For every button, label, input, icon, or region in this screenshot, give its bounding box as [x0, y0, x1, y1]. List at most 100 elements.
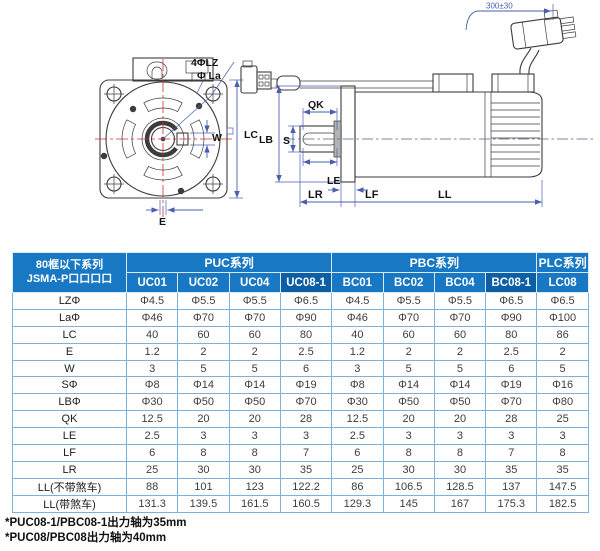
front-w-dimension: W [190, 120, 222, 158]
spec-value-cell: 128.5 [433, 477, 487, 496]
spec-value-cell: Φ4.5 [331, 292, 384, 310]
spec-value-cell: 122.2 [279, 477, 333, 496]
table-row: LF 6 8 8 7 6 8 8 7 8 [12, 444, 589, 462]
spec-value-cell: 8 [177, 444, 230, 462]
spec-value-cell: 101 [177, 477, 230, 496]
front-e-dimension: E [146, 200, 203, 228]
spec-value-cell: 161.5 [228, 494, 281, 513]
spec-value-cell: Φ70 [279, 393, 333, 412]
spec-value-cell: 175.3 [485, 494, 538, 513]
spec-value-cell: 5 [382, 359, 435, 378]
side-lr-label: LR [308, 189, 323, 201]
spec-value-cell: Φ90 [279, 308, 333, 327]
side-ll-label: LL [438, 189, 452, 201]
spec-value-cell: Φ14 [228, 376, 281, 395]
front-lc-label: LC [244, 129, 258, 141]
row-label: W [12, 359, 127, 378]
spec-value-cell: 139.5 [177, 494, 230, 513]
model-header-uc04: UC04 [228, 272, 281, 293]
row-label: LL(带煞车) [12, 494, 127, 513]
spec-value-cell: 30 [382, 460, 435, 479]
row-label: LL(不带煞车) [12, 477, 127, 496]
spec-value-cell: Φ70 [228, 308, 281, 327]
row-label: E [12, 342, 127, 361]
bolt-hole-icon [104, 84, 223, 194]
spec-value-cell: 8 [536, 444, 589, 462]
spec-value-cell: Φ30 [125, 393, 179, 412]
spec-value-cell: Φ50 [382, 393, 435, 412]
spec-value-cell: 182.5 [536, 494, 589, 513]
series-title-header: 80框以下系列 JSMA-P口口口口 [12, 252, 127, 293]
spec-value-cell: 2.5 [331, 427, 384, 446]
spec-value-cell: 35 [485, 460, 538, 479]
spec-value-cell: 129.3 [331, 494, 384, 513]
spec-value-cell: 147.5 [536, 477, 589, 496]
spec-table: 80框以下系列 JSMA-P口口口口 PUC系列 PBC系列 PLC系列 UC0… [12, 252, 589, 513]
side-lf-label: LF [365, 189, 379, 201]
spec-value-cell: Φ50 [433, 393, 487, 412]
spec-value-cell: 3 [228, 427, 281, 446]
row-label: LE [12, 427, 127, 446]
row-label: LZΦ [12, 292, 127, 310]
table-row: LE 2.5 3 3 3 2.5 3 3 3 3 [12, 427, 589, 446]
spec-value-cell: 5 [177, 359, 230, 378]
side-qk-dimension: QK [302, 99, 338, 130]
spec-value-cell: Φ14 [177, 376, 230, 395]
spec-value-cell: 12.5 [125, 410, 179, 429]
spec-value-cell: Φ6.5 [279, 292, 333, 310]
spec-value-cell: Φ30 [331, 393, 384, 412]
spec-value-cell: 20 [382, 410, 435, 429]
side-lb-dimension: LB [259, 85, 341, 183]
spec-value-cell: 6 [125, 444, 179, 462]
spec-value-cell: 2 [177, 342, 230, 361]
spec-value-cell: 3 [485, 427, 538, 446]
side-qk-label: QK [308, 99, 324, 111]
series-title-line2: JSMA-P口口口口 [26, 272, 113, 285]
front-e-label: E [159, 216, 166, 228]
spec-value-cell: Φ50 [177, 393, 230, 412]
group-header-puc: PUC系列 [125, 252, 333, 273]
spec-value-cell: Φ16 [536, 376, 589, 395]
spec-value-cell: 88 [125, 477, 179, 496]
spec-value-cell: Φ46 [331, 308, 384, 327]
table-row: SΦ Φ8 Φ14 Φ14 Φ19 Φ8 Φ14 Φ14 Φ19 Φ16 [12, 376, 589, 395]
side-le-label: LE [327, 175, 340, 187]
spec-value-cell: 20 [433, 410, 487, 429]
spec-value-cell: Φ14 [433, 376, 487, 395]
spec-value-cell: Φ4.5 [125, 292, 179, 310]
spec-value-cell: 7 [485, 444, 538, 462]
spec-value-cell: Φ8 [331, 376, 384, 395]
footnote-1: *PUC08-1/PBC08-1出力轴为35mm [5, 517, 187, 529]
side-lb-label: LB [259, 134, 273, 146]
row-label: LR [12, 460, 127, 479]
power-connector [510, 9, 577, 50]
side-view-diagram: QK S LB [240, 2, 596, 207]
spec-value-cell: 60 [382, 325, 435, 344]
spec-value-cell: Φ8 [125, 376, 179, 395]
spec-value-cell: 8 [228, 444, 281, 462]
spec-value-cell: 20 [177, 410, 230, 429]
spec-value-cell: 1.2 [331, 342, 384, 361]
spec-value-cell: 8 [382, 444, 435, 462]
side-length-dimensions: LR LF LL [299, 154, 543, 207]
model-header-bc02: BC02 [382, 272, 435, 293]
spec-value-cell: 3 [125, 359, 179, 378]
row-label: LaΦ [12, 308, 127, 327]
footnotes: *PUC08-1/PBC08-1出力轴为35mm *PUC08/PBC08出力轴… [5, 516, 187, 546]
spec-value-cell: 40 [331, 325, 384, 344]
model-header-bc04: BC04 [433, 272, 487, 293]
spec-value-cell: Φ5.5 [228, 292, 281, 310]
spec-value-cell: Φ46 [125, 308, 179, 327]
spec-value-cell: Φ50 [228, 393, 281, 412]
side-cable-length-dimension: 300±30 [465, 2, 554, 31]
front-view-diagram: 4ΦLZ Φ La W LC [95, 57, 258, 228]
spec-value-cell: Φ70 [382, 308, 435, 327]
spec-value-cell: 145 [382, 494, 435, 513]
footnote-2: *PUC08/PBC08出力轴为40mm [5, 531, 167, 544]
spec-value-cell: 30 [228, 460, 281, 479]
spec-value-cell: Φ5.5 [433, 292, 487, 310]
table-row: LL(带煞车) 131.3 139.5 161.5 160.5 129.3 145 167 17… [12, 494, 589, 513]
table-row: LBΦ Φ30 Φ50 Φ50 Φ70 Φ30 Φ50 Φ50 Φ70 Φ80 [12, 393, 589, 412]
spec-value-cell: Φ6.5 [536, 292, 589, 310]
